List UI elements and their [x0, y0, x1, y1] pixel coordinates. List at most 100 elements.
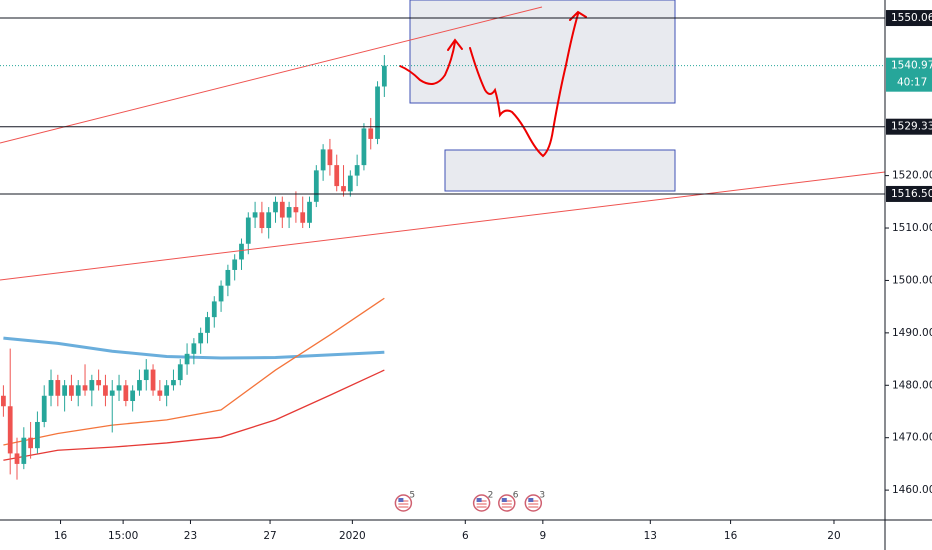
- y-tick-label: 1460.00: [892, 484, 932, 496]
- freehand-arrow: [469, 10, 587, 158]
- candle-body: [89, 380, 95, 391]
- candle-body: [375, 86, 380, 139]
- candle-body: [143, 369, 149, 381]
- candle-body: [157, 390, 163, 396]
- candle-body: [171, 380, 176, 386]
- y-tick-label: 1510.00: [892, 222, 932, 234]
- countdown: 40:17: [897, 77, 927, 89]
- x-tick-label: 16: [724, 530, 738, 542]
- event-count: 6: [513, 491, 519, 501]
- level-tag-label: 1550.06: [891, 12, 932, 24]
- candle-body: [293, 207, 299, 213]
- event-icon: 2: [472, 491, 494, 512]
- candle-body: [69, 385, 74, 396]
- candle-body: [205, 317, 210, 333]
- flag-canton: [528, 498, 534, 502]
- candle-body: [381, 65, 387, 87]
- candle-body: [300, 212, 306, 223]
- candle-body: [245, 217, 251, 244]
- level-tag: [886, 185, 932, 202]
- candle-body: [164, 385, 170, 396]
- indicator-line: [3, 369, 385, 461]
- candle-body: [361, 128, 367, 166]
- candle-body: [1, 395, 6, 407]
- candle-body: [341, 186, 346, 192]
- candle-body: [130, 390, 136, 402]
- x-tick-label: 2020: [339, 530, 366, 542]
- candle-body: [313, 170, 319, 202]
- candle-body: [211, 301, 217, 318]
- level-tag-label: 1529.33: [891, 121, 932, 133]
- candle-body: [28, 437, 33, 449]
- indicator-line: [3, 297, 385, 446]
- candle-body: [334, 165, 340, 187]
- corner: [886, 521, 932, 550]
- candle-body: [14, 453, 20, 464]
- zone-box: [409, 0, 676, 104]
- x-tick-label: 6: [462, 530, 469, 542]
- candle-body: [184, 353, 190, 365]
- candle-body: [7, 406, 13, 454]
- candle-body: [75, 385, 81, 396]
- candle-body: [150, 369, 156, 391]
- candle-body: [177, 364, 183, 381]
- x-tick-label: 9: [539, 530, 546, 542]
- zone-box: [444, 149, 676, 192]
- event-count: 2: [488, 491, 494, 501]
- drawings: [0, 0, 886, 281]
- candle-body: [368, 128, 374, 139]
- event-count: 5: [409, 491, 415, 501]
- event-count: 3: [539, 491, 545, 501]
- candle-body: [41, 395, 47, 422]
- last-price-tag: [886, 57, 932, 92]
- candle-body: [123, 385, 129, 402]
- candle-body: [347, 175, 353, 192]
- candle-body: [109, 390, 115, 396]
- x-tick-label: 16: [54, 530, 68, 542]
- x-tick-label: 13: [644, 530, 657, 542]
- candle-body: [198, 332, 204, 344]
- trend-line: [0, 171, 886, 281]
- candle-body: [21, 437, 27, 464]
- candle-body: [218, 285, 224, 302]
- y-tick-label: 1480.00: [892, 379, 932, 391]
- x-tick-label: 20: [827, 530, 840, 542]
- event-icon: 3: [524, 491, 545, 512]
- freehand-arrow: [399, 38, 463, 85]
- trend-line: [0, 6, 543, 144]
- candle-body: [191, 343, 197, 354]
- candle-body: [266, 212, 272, 229]
- level-tag: [886, 118, 932, 135]
- candle-body: [48, 380, 54, 396]
- candle-body: [252, 212, 258, 218]
- candle-body: [327, 149, 333, 166]
- x-tick-label: 23: [184, 530, 197, 542]
- y-tick-label: 1520.00: [892, 170, 932, 182]
- flag-canton: [476, 498, 482, 502]
- x-tick-label: 15:00: [108, 530, 138, 542]
- candle-body: [82, 385, 88, 391]
- x-tick-label: 27: [263, 530, 276, 542]
- candle-body: [273, 201, 278, 213]
- flag-canton: [398, 498, 404, 502]
- y-tick-label: 1490.00: [892, 327, 932, 339]
- candle-body: [35, 421, 40, 449]
- plot: [1, 55, 387, 480]
- candle-body: [55, 380, 61, 396]
- candle-body: [307, 201, 312, 223]
- candle-body: [137, 380, 142, 391]
- candle-body: [354, 165, 360, 176]
- candle-body: [286, 207, 292, 218]
- event-icon: 6: [498, 491, 519, 512]
- flag-canton: [501, 498, 507, 502]
- candle-body: [259, 212, 265, 229]
- candle-body: [225, 269, 231, 286]
- candle-body: [103, 385, 108, 396]
- event-icon: 5: [394, 491, 415, 512]
- level-tag-label: 1516.50: [891, 188, 932, 200]
- y-tick-label: 1470.00: [892, 432, 932, 444]
- candle-body: [232, 259, 238, 270]
- candle-body: [96, 380, 102, 386]
